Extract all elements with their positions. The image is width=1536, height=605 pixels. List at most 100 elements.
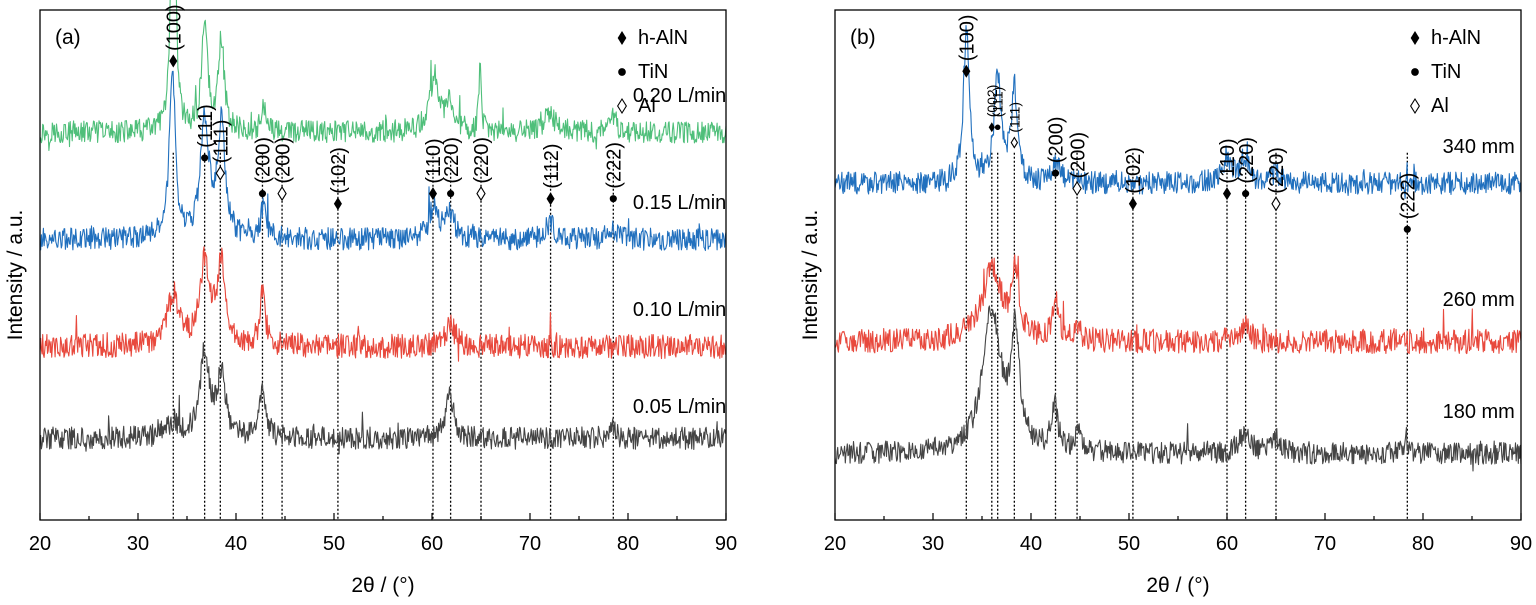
panel-a-peak-label-2: (111): [211, 119, 233, 163]
panel-b-x-tick-label-2: 40: [1020, 533, 1042, 555]
panel-a-peak-label-5: (102): [328, 147, 350, 194]
panel-b-peak-label-5: (200): [1067, 132, 1089, 179]
panel-b-peak-label-10: (222): [1398, 173, 1420, 220]
panel-a: 20 30 40 50 60 70 80 90 (100) (111)(111) (200)(200…: [4, 0, 737, 597]
panel-a-peak-label-3: (200): [253, 137, 275, 184]
panel-a-x-axis-label: 2θ / (°): [351, 574, 414, 597]
panel-b-legend-marker-2: [1410, 97, 1420, 115]
panel-b-text-layer: 20 30 40 50 60 70 80 90(100)(002)(111) (111) (200…: [824, 14, 1532, 555]
panel-a-curve-label-1: 0.15 L/min: [633, 192, 726, 214]
panel-a-x-tick-label-5: 70: [519, 533, 541, 555]
panel-b-peak-marker-2: [994, 124, 1001, 131]
panel-a-legend-label-0: h-AlN: [638, 27, 688, 49]
panel-b-peak-label-3: (111): [1006, 102, 1022, 133]
panel-b-peak-marker-0: [962, 64, 971, 78]
panel-a-peak-marker-6: [428, 187, 438, 201]
panel-b-legend-label-0: h-AlN: [1431, 27, 1481, 49]
panel-b-x-tick-label-5: 70: [1314, 533, 1336, 555]
panel-b-curve-label-2: 180 mm: [1443, 401, 1515, 423]
panel-a-peak-marker-1: [201, 154, 209, 162]
panel-a-axes-frame: [39, 9, 727, 521]
panel-b-curve-label-1: 260 mm: [1443, 289, 1515, 311]
panel-b-x-tick-label-7: 90: [1510, 533, 1532, 555]
panel-b-series-2: [834, 305, 1522, 472]
panel-b-peak-label-6: (102): [1123, 147, 1145, 194]
panel-a-legend-marker-1: [618, 68, 626, 76]
panel-a-peak-marker-0: [169, 54, 178, 68]
panel-b: 20 30 40 50 60 70 80 90(100)(002)(111) (111) (200…: [799, 9, 1532, 597]
panel-a-peak-label-8: (220): [471, 137, 493, 184]
panel-b-curve-label-0: 340 mm: [1443, 136, 1515, 158]
panel-a-peak-label-0: (100): [163, 4, 185, 51]
panel-a-curve-label-3: 0.05 L/min: [633, 396, 726, 418]
panel-a-series-0: [39, 0, 727, 152]
panel-a-legend-marker-2: [617, 97, 627, 115]
panel-a-peak-marker-5: [333, 197, 342, 211]
panel-b-x-tick-label-0: 20: [824, 533, 846, 555]
panel-a-peak-label-10: (222): [604, 142, 626, 189]
panel-b-peak-marker-8: [1242, 190, 1250, 198]
panel-a-series-3: [39, 342, 727, 455]
panel-b-peak-label-9: (220): [1266, 147, 1288, 194]
panel-b-x-tick-label-1: 30: [922, 533, 944, 555]
panel-a-peak-marker-9: [546, 192, 555, 206]
panel-a-peak-marker-2: [215, 165, 225, 181]
panel-b-peak-marker-1: [988, 122, 995, 133]
panel-b-peak-label-7: (110): [1217, 138, 1239, 183]
panel-b-peak-marker-10: [1403, 225, 1411, 233]
panel-b-legend-marker-1: [1411, 68, 1419, 76]
panel-b-x-tick-label-4: 60: [1216, 533, 1238, 555]
panel-b-label: (b): [850, 26, 876, 49]
panel-a-peak-marker-3: [258, 190, 267, 198]
panel-a-peak-marker-7: [447, 190, 455, 198]
panel-a-peak-marker-8: [476, 186, 486, 202]
panel-b-x-tick-label-3: 50: [1118, 533, 1140, 555]
panel-a-x-tick-label-0: 20: [29, 533, 51, 555]
panel-a-plot-area: [39, 0, 727, 521]
panel-a-x-tick-label-1: 30: [127, 533, 149, 555]
panel-b-series-0: [834, 25, 1522, 199]
panel-a-peak-label-1: (111): [195, 104, 217, 148]
panel-a-x-tick-label-2: 40: [225, 533, 247, 555]
panel-a-peak-label-6: (110): [423, 138, 445, 183]
panel-b-peak-marker-9: [1271, 196, 1281, 212]
panel-b-peak-label-0: (100): [957, 14, 979, 61]
panel-a-x-tick-label-7: 90: [715, 533, 737, 555]
panel-a-curve-label-2: 0.10 L/min: [633, 299, 726, 321]
panel-a-x-tick-label-3: 50: [323, 533, 345, 555]
panel-a-series-1: [39, 70, 727, 252]
panel-a-legend-label-1: TiN: [638, 61, 668, 83]
panel-b-series-1: [834, 254, 1522, 355]
panel-b-y-axis-label: Intensity / a.u.: [799, 210, 822, 341]
panel-b-x-axis-label: 2θ / (°): [1146, 574, 1209, 597]
panel-a-curve-label-0: 0.20 L/min: [633, 85, 726, 107]
panel-b-peak-marker-5: [1072, 180, 1082, 197]
panel-a-peak-marker-10: [609, 195, 617, 203]
panel-b-peak-marker-4: [1051, 169, 1060, 177]
panel-b-peak-marker-3: [1010, 136, 1019, 149]
panel-b-peak-label-8: (220): [1236, 137, 1258, 184]
panel-a-x-tick-label-6: 80: [617, 533, 639, 555]
panel-a-series-2: [39, 246, 727, 362]
panel-b-peak-label-2: (111): [990, 87, 1006, 118]
panel-a-peak-label-7: (220): [441, 137, 463, 184]
panel-a-peak-label-4: (200): [272, 137, 294, 184]
panel-a-text-layer: 20 30 40 50 60 70 80 90 (100) (111)(111) (200)(200…: [29, 4, 737, 555]
panel-a-x-tick-label-4: 60: [421, 533, 443, 555]
panel-a-legend-marker-0: [617, 31, 627, 45]
panel-b-legend-label-1: TiN: [1431, 61, 1461, 83]
panel-b-peak-marker-7: [1222, 187, 1232, 201]
panel-b-legend-label-2: Al: [1431, 95, 1449, 117]
panel-b-peak-label-1: (002): [984, 85, 1000, 118]
panel-a-label: (a): [55, 26, 81, 49]
panel-b-plot-area: [834, 9, 1522, 521]
panel-b-legend-marker-0: [1410, 31, 1420, 45]
panel-a-legend-label-2: Al: [638, 95, 656, 117]
panel-b-peak-marker-6: [1128, 197, 1137, 211]
panel-a-peak-marker-4: [277, 186, 287, 202]
panel-a-peak-label-9: (112): [541, 143, 563, 188]
panel-b-peak-label-4: (200): [1046, 116, 1068, 163]
panel-a-y-axis-label: Intensity / a.u.: [4, 210, 27, 341]
panel-b-x-tick-label-6: 80: [1412, 533, 1434, 555]
